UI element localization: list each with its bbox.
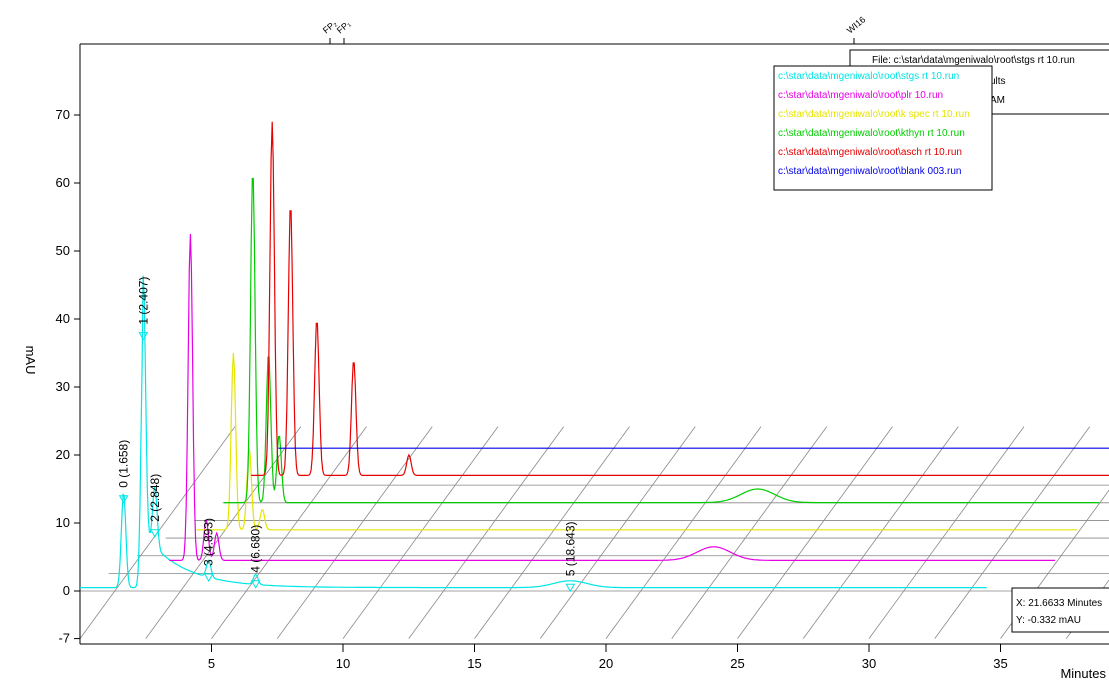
cursor-y-readout: Y: -0.332 mAU — [1016, 615, 1081, 626]
peak-marker — [205, 574, 213, 581]
y-axis-label: mAU — [23, 346, 38, 375]
peak-annotations: 0 (1.658) 1 (2.407) 2 (2.848) 3 (4.893) 4 (6… — [117, 277, 578, 592]
legend-entry: c:\star\data\mgeniwalo\root\plr 10.run — [778, 90, 943, 101]
floor-col-line — [803, 427, 958, 639]
floor-col-line — [869, 427, 1024, 639]
peak-label: 4 (6.680) — [249, 525, 263, 573]
floor-col-line — [277, 427, 432, 639]
trace-line — [80, 276, 987, 588]
floor-col-line — [343, 427, 498, 639]
peak-label: 5 (18.643) — [563, 521, 577, 576]
peak-label: 0 (1.658) — [117, 440, 131, 488]
floor-col-line — [606, 427, 761, 639]
x-tick-label: 35 — [993, 656, 1007, 671]
peak-marker — [120, 496, 128, 503]
trace-line — [169, 234, 1055, 560]
y-tick-label: 20 — [56, 447, 70, 462]
peak-label: 3 (4.893) — [202, 518, 216, 566]
peak-label: 1 (2.407) — [136, 277, 150, 325]
y-tick-label: 50 — [56, 243, 70, 258]
peak-label: 2 (2.848) — [148, 474, 162, 522]
x-tick-label: 10 — [336, 656, 350, 671]
y-tick-label: 0 — [63, 583, 70, 598]
y-tick-label: 70 — [56, 107, 70, 122]
y-tick-label: 40 — [56, 311, 70, 326]
legend-box[interactable]: c:\star\data\mgeniwalo\root\stgs rt 10.r… — [774, 66, 992, 190]
legend-entry: c:\star\data\mgeniwalo\root\asch rt 10.r… — [778, 147, 962, 158]
x-ticks: 5 10 15 20 25 30 35 — [208, 644, 1008, 671]
floor-col-line — [738, 427, 893, 639]
y-tick-label: 60 — [56, 175, 70, 190]
x-tick-label: 15 — [467, 656, 481, 671]
y-tick-label: 10 — [56, 515, 70, 530]
y-ticks: -7 0 10 20 30 40 50 60 70 — [56, 107, 80, 646]
peak-marker — [566, 584, 574, 591]
peak-marker — [139, 333, 147, 340]
x-tick-label: 25 — [730, 656, 744, 671]
x-tick-label: 20 — [599, 656, 613, 671]
top-marker-label: WI16 — [845, 14, 868, 35]
cursor-x-readout: X: 21.6633 Minutes — [1016, 598, 1102, 609]
trace-line — [224, 179, 1099, 503]
x-tick-label: 30 — [862, 656, 876, 671]
y-tick-label: -7 — [58, 631, 70, 646]
floor-col-line — [212, 427, 367, 639]
cursor-readout-box: X: 21.6633 Minutes Y: -0.332 mAU — [1012, 588, 1109, 632]
y-tick-label: 30 — [56, 379, 70, 394]
legend-entry: c:\star\data\mgeniwalo\root\blank 003.ru… — [778, 166, 961, 177]
floor-col-line — [409, 427, 564, 639]
legend-entry: c:\star\data\mgeniwalo\root\k spec rt 10… — [778, 109, 970, 120]
legend-entry: c:\star\data\mgeniwalo\root\kthyn rt 10.… — [778, 128, 965, 139]
top-marker-label: FP₁ — [335, 19, 353, 36]
trace-line — [197, 353, 1078, 530]
floor-col-line — [672, 427, 827, 639]
x-tick-label: 5 — [208, 656, 215, 671]
floor-col-line — [475, 427, 630, 639]
legend-entry: c:\star\data\mgeniwalo\root\stgs rt 10.r… — [778, 71, 959, 82]
file-info-line-1: File: c:\star\data\mgeniwalo\root\stgs r… — [872, 55, 1075, 66]
x-axis-label: Minutes — [1060, 666, 1106, 681]
floor-grid — [80, 427, 1109, 639]
